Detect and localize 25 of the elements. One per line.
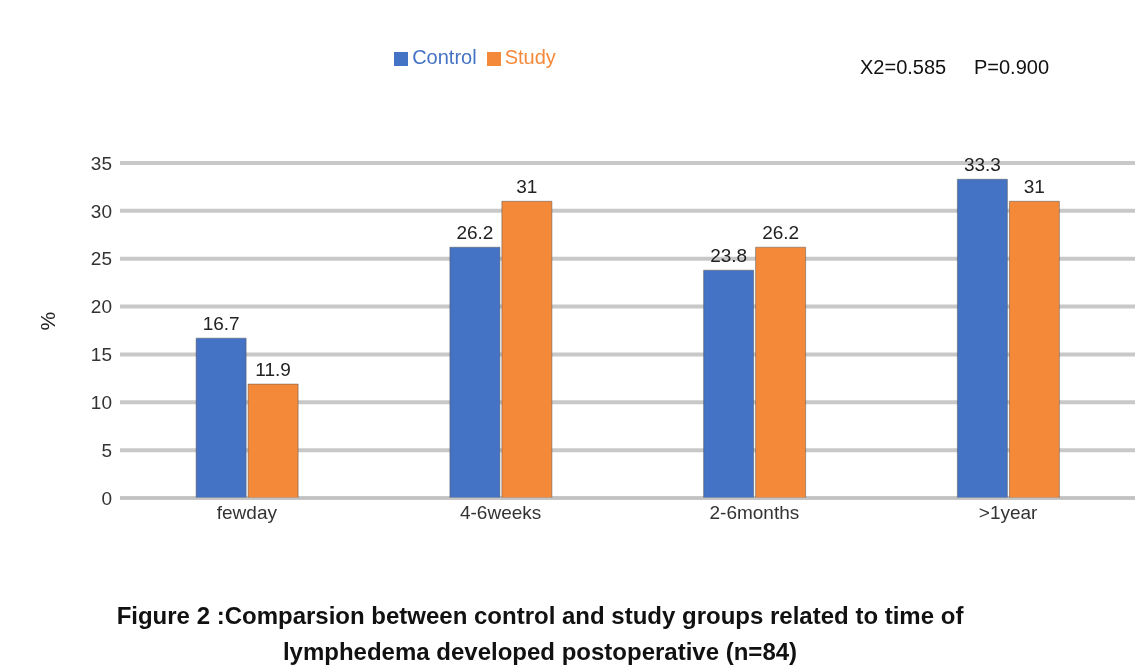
x-tick-label: 4-6weeks	[459, 502, 542, 524]
data-label: 33.3	[963, 154, 1001, 176]
y-tick-label: 0	[101, 487, 112, 509]
legend-label: Study	[504, 46, 556, 68]
data-label: 31	[1023, 176, 1045, 198]
data-label: 23.8	[710, 245, 748, 267]
data-label: 11.9	[255, 359, 291, 381]
data-label: 16.7	[202, 313, 240, 335]
y-tick-label: 10	[90, 392, 112, 414]
y-axis-title: %	[36, 311, 60, 331]
y-tick-label: 5	[101, 439, 112, 461]
data-label: 31	[516, 176, 538, 198]
data-label: 26.2	[762, 222, 800, 244]
y-tick-label: 30	[90, 200, 112, 222]
y-tick-label: 25	[90, 248, 112, 270]
y-tick-label: 15	[90, 344, 112, 366]
x-tick-label: >1year	[978, 502, 1039, 524]
data-label: 26.2	[456, 222, 494, 244]
legend-label: Control	[412, 46, 477, 68]
y-tick-label: 35	[90, 152, 112, 174]
text: Figure 2 :Comparsion between control and study groups related to time of lymphedema developed postoperative (n=84)	[115, 601, 965, 667]
x-tick-label: fewday	[216, 502, 278, 524]
x-tick-label: 2-6months	[709, 502, 800, 524]
y-tick-label: 20	[90, 296, 112, 318]
text: X2=0.585 P=0.900	[860, 56, 1050, 79]
